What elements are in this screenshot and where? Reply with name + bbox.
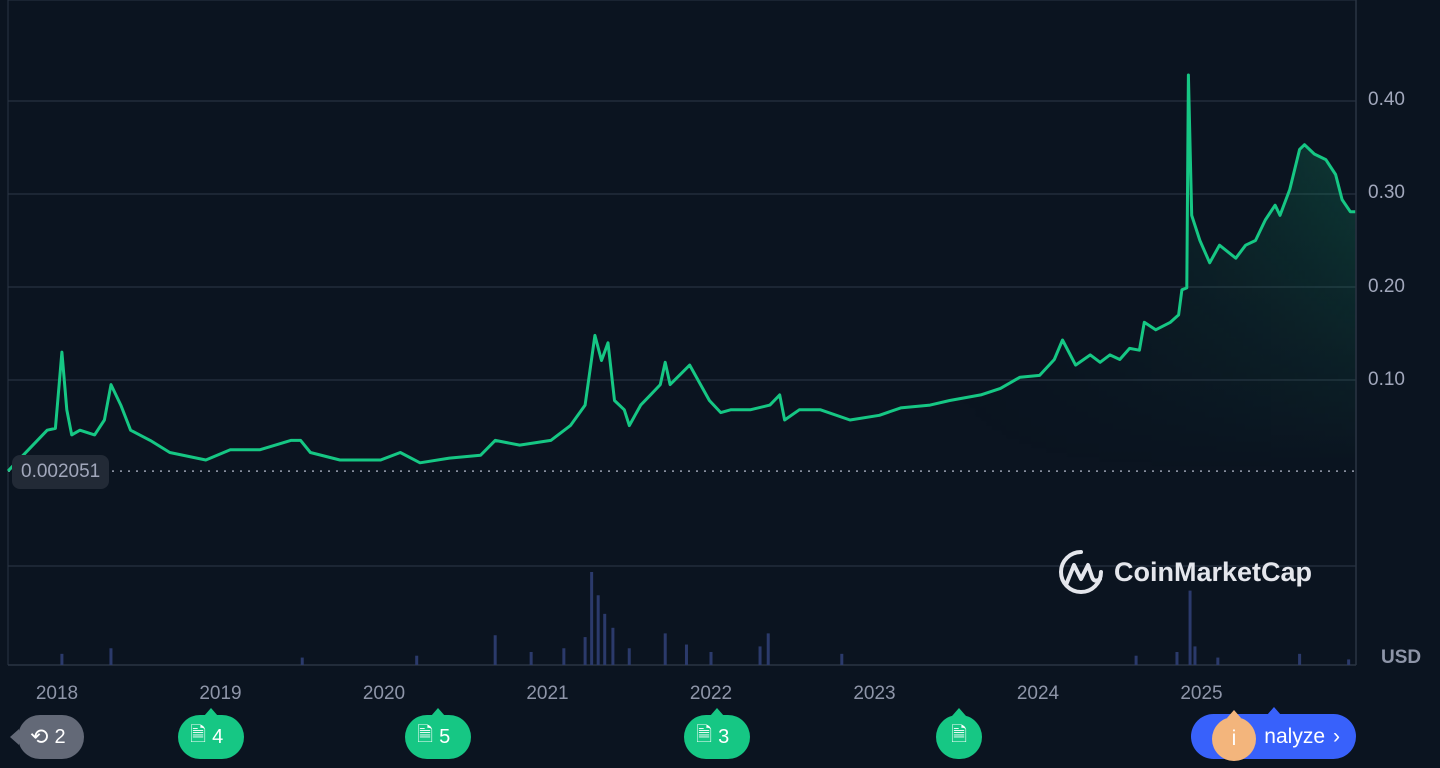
volume-bar (603, 613, 607, 665)
volume-bar (562, 648, 566, 665)
volume-bar (1134, 655, 1138, 665)
volume-bar (709, 651, 713, 665)
volume-bar (1298, 653, 1302, 665)
volume-bar (1216, 657, 1220, 665)
y-tick-label: 0.40 (1368, 89, 1405, 110)
volume-bar (758, 646, 762, 665)
coinmarketcap-logo-icon (1059, 550, 1103, 594)
y-tick-label: 0.10 (1368, 369, 1405, 390)
volume-bar (590, 572, 594, 665)
volume-bar (300, 657, 304, 665)
volume-bar (596, 595, 600, 665)
document-icon: 🗎 (950, 724, 968, 746)
watermark-text: CoinMarketCap (1114, 556, 1313, 587)
x-tick-label: 2020 (362, 683, 406, 704)
volume-bar (1347, 659, 1351, 665)
currency-label: USD (1381, 647, 1422, 668)
marker-count: 4 (212, 725, 224, 748)
volume-bar (493, 635, 497, 665)
news-marker[interactable]: 🗎 5 (405, 708, 471, 759)
info-icon: i (1231, 727, 1237, 750)
volume-bar (60, 653, 64, 665)
volume-bar (840, 653, 844, 665)
marker-count: 2 (54, 725, 66, 748)
baseline-price-label: 0.002051 (12, 455, 110, 489)
volume-bar (583, 637, 587, 665)
x-tick-label: 2025 (1180, 683, 1223, 704)
y-tick-label: 0.20 (1368, 276, 1405, 297)
chevron-right-icon: › (1333, 724, 1340, 748)
news-marker[interactable]: 🗎 4 (178, 708, 244, 759)
document-icon: 🗎 (696, 724, 713, 746)
x-tick-label: 2021 (526, 683, 569, 704)
x-tick-label: 2019 (199, 683, 242, 704)
history-marker[interactable]: ⟲ 2 (10, 715, 84, 759)
volume-bar (529, 651, 533, 665)
volume-bar (415, 655, 419, 665)
x-tick-label: 2023 (853, 683, 896, 704)
document-icon: 🗎 (190, 724, 207, 746)
marker-count: 3 (718, 725, 730, 748)
info-marker[interactable]: i (1212, 710, 1256, 761)
y-tick-label: 0.30 (1368, 182, 1405, 203)
volume-bar (1175, 651, 1179, 665)
history-icon: ⟲ (30, 724, 49, 749)
volume-bar (1193, 646, 1197, 665)
x-tick-label: 2022 (689, 683, 733, 704)
volume-bar (663, 633, 667, 665)
marker-count: 5 (439, 725, 451, 748)
volume-bar (611, 627, 615, 665)
volume-bar (684, 644, 688, 665)
document-icon: 🗎 (417, 724, 434, 746)
volume-bar (1188, 590, 1192, 665)
analyze-label: nalyze (1264, 724, 1325, 748)
news-marker[interactable]: 🗎 3 (684, 708, 750, 759)
x-tick-label: 2018 (35, 683, 79, 704)
volume-bar (627, 648, 631, 665)
volume-bar (766, 633, 770, 665)
price-area (7, 75, 1356, 473)
volume-bar (109, 648, 113, 665)
x-tick-label: 2024 (1016, 683, 1060, 704)
news-marker[interactable]: 🗎 (936, 708, 982, 759)
coinmarketcap-watermark: CoinMarketCap (1058, 549, 1312, 595)
price-line (6, 73, 1356, 473)
